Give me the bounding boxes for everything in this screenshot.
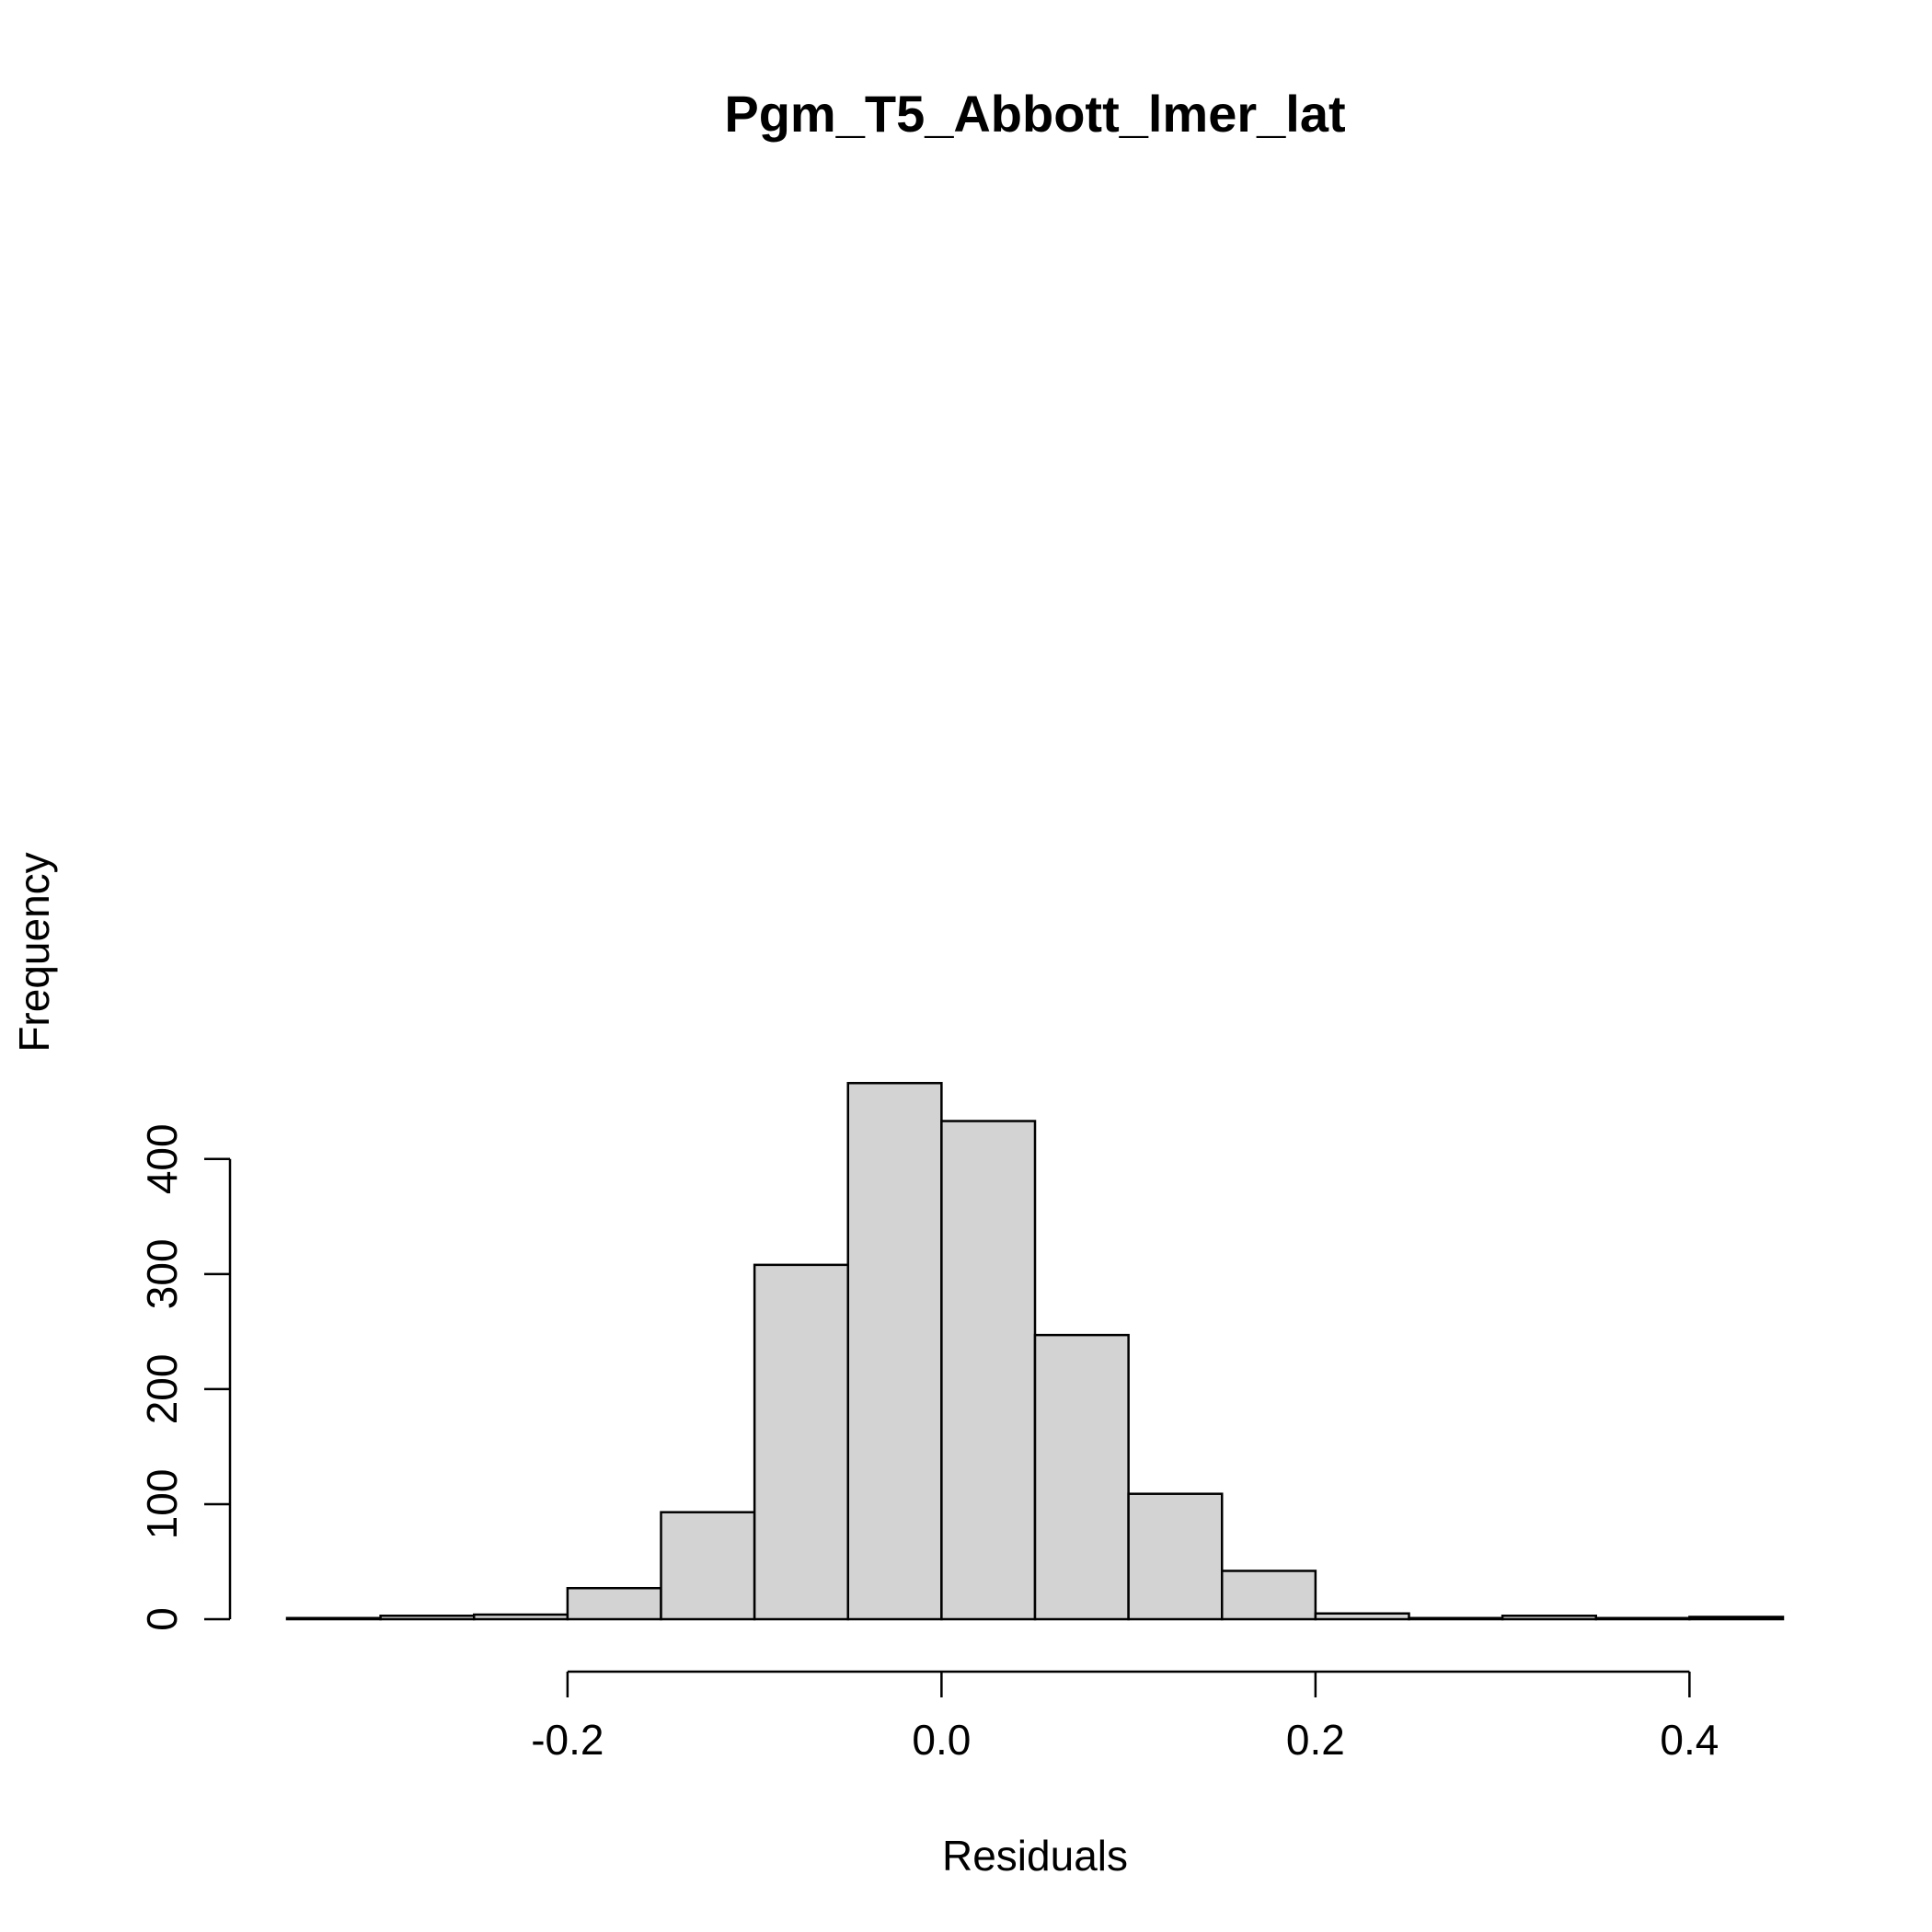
histogram-bar xyxy=(1221,1570,1317,1621)
histogram-bar xyxy=(846,1082,943,1621)
chart-title: Pgm_T5_Abbott_lmer_lat xyxy=(724,85,1345,143)
histogram-bar xyxy=(379,1614,476,1621)
histogram-bar xyxy=(753,1263,849,1621)
x-tick-label: -0.2 xyxy=(531,1716,604,1764)
y-axis: 0 100 200 300 400 xyxy=(138,1123,232,1631)
histogram-bar xyxy=(1033,1333,1130,1621)
y-tick-label: 200 xyxy=(138,1354,186,1425)
histogram-bar xyxy=(1688,1616,1785,1621)
histogram-bar xyxy=(1314,1612,1410,1621)
histogram-bar xyxy=(566,1586,662,1621)
y-tick-label: 300 xyxy=(138,1238,186,1309)
histogram-bar xyxy=(1127,1492,1224,1621)
y-tick-label: 0 xyxy=(138,1607,186,1631)
y-tick-label: 400 xyxy=(138,1123,186,1194)
histogram-bar xyxy=(473,1613,569,1621)
histogram-bar xyxy=(1408,1616,1504,1621)
y-tick-label: 100 xyxy=(138,1469,186,1540)
x-axis: -0.2 0.0 0.2 0.4 xyxy=(531,1670,1719,1764)
x-axis-label: Residuals xyxy=(942,1832,1128,1880)
x-tick-label: 0.4 xyxy=(1660,1716,1719,1764)
histogram-bar xyxy=(1594,1616,1691,1621)
histogram-bar xyxy=(660,1511,756,1621)
x-tick-label: 0.0 xyxy=(912,1716,971,1764)
histogram-bar xyxy=(285,1616,382,1621)
y-axis-label: Frequency xyxy=(10,852,58,1052)
x-tick-label: 0.2 xyxy=(1286,1716,1345,1764)
bars-group xyxy=(285,1082,1785,1621)
histogram-bar xyxy=(1501,1614,1597,1621)
histogram-bar xyxy=(940,1120,1037,1621)
